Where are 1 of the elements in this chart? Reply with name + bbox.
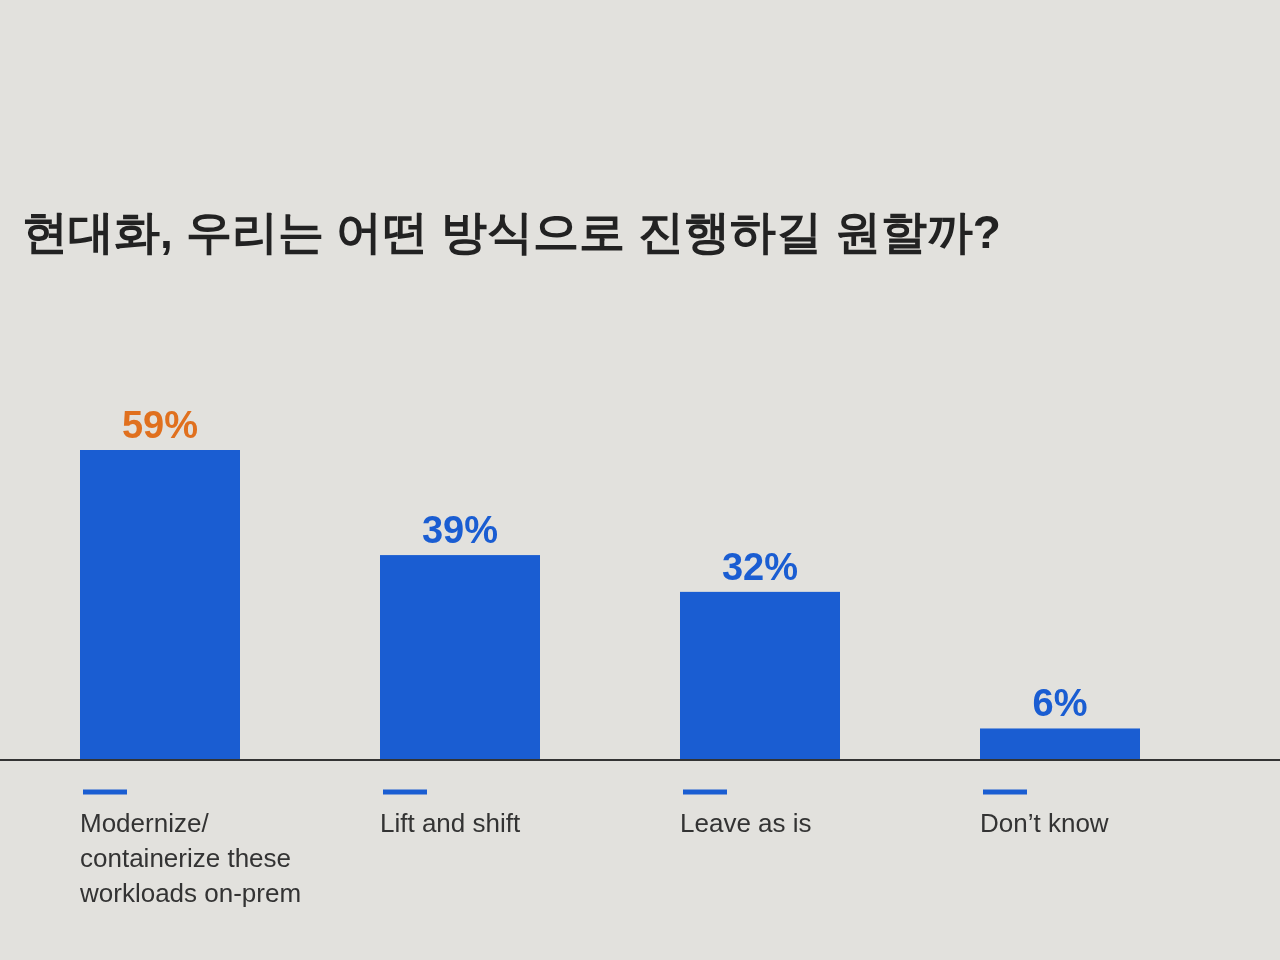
title: 현대화, 우리는 어떤 방식으로 진행하길 원할까?	[22, 206, 1001, 258]
